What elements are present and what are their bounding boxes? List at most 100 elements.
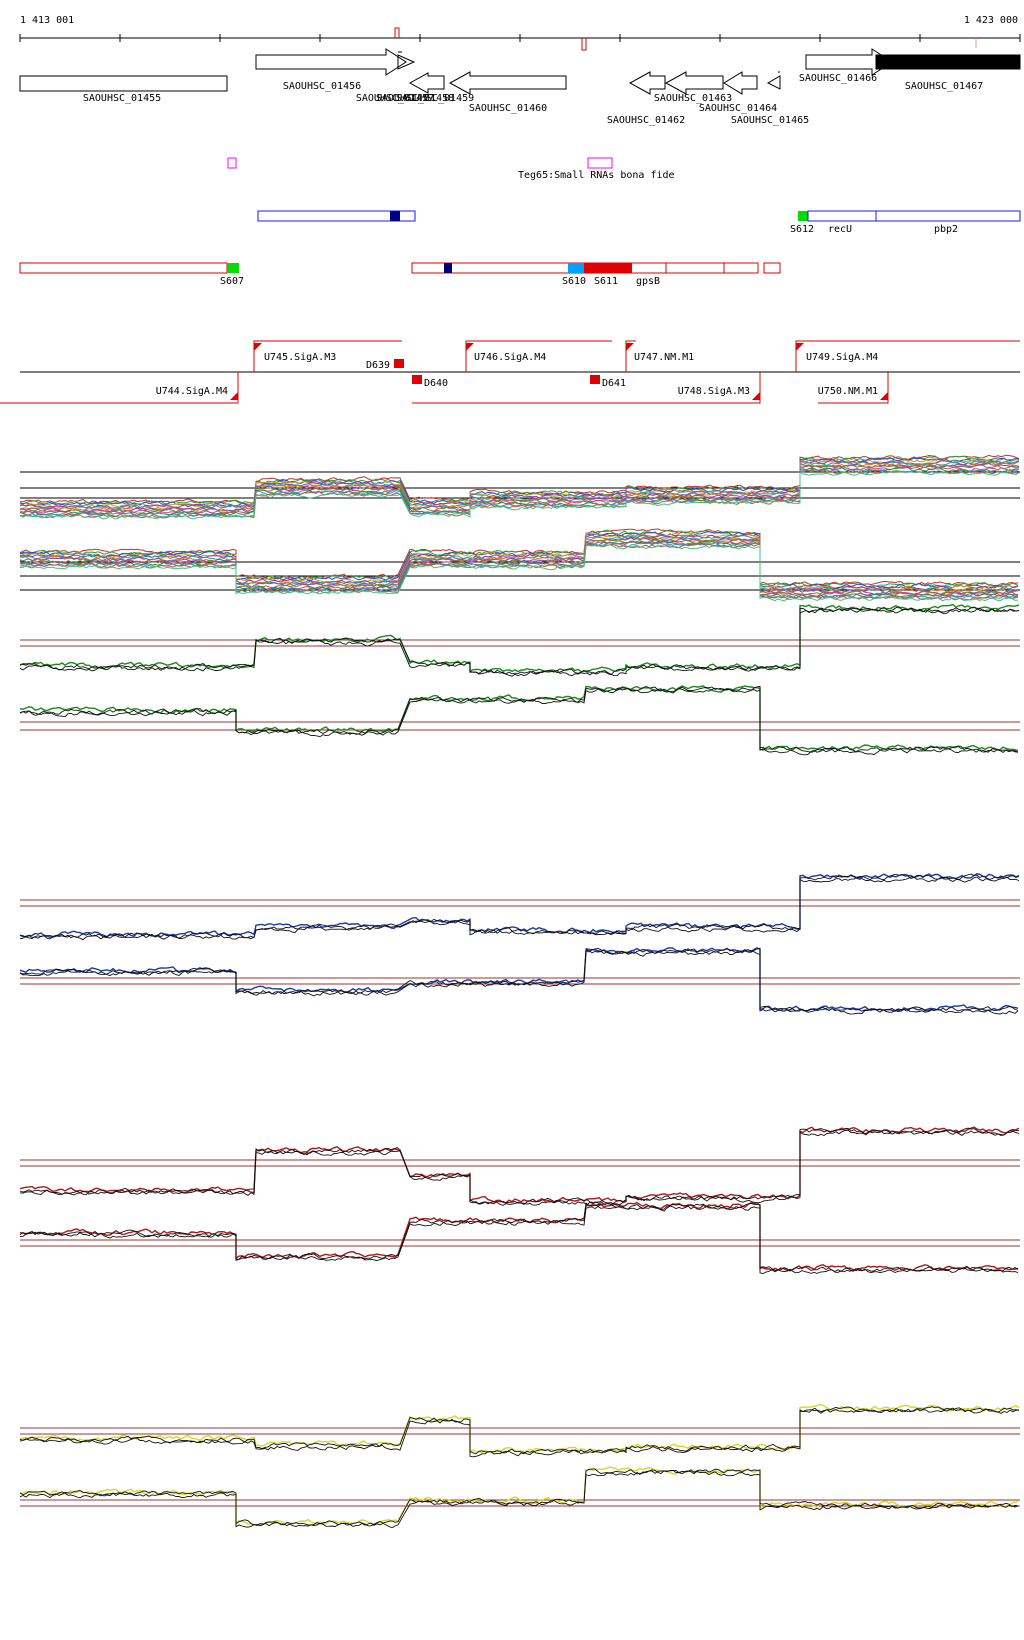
segment-S610[interactable] xyxy=(568,263,584,273)
transcript-label: U750.NM.M1 xyxy=(818,386,878,397)
segment-marker[interactable] xyxy=(390,211,400,221)
small-rna-label: Teg65:Small RNAs bona fide xyxy=(518,170,675,181)
transcript-label: D639 xyxy=(366,360,390,371)
expression-series-bottom xyxy=(19,544,1019,602)
transcript-U744[interactable] xyxy=(0,372,239,404)
segment-S607[interactable] xyxy=(227,263,239,273)
expression-series-top xyxy=(19,465,1020,516)
transcript-label: U746.SigA.M4 xyxy=(474,352,546,363)
transcript-label: D640 xyxy=(424,378,448,389)
segment[interactable] xyxy=(763,262,781,274)
gene-SAOUHSC_01455[interactable] xyxy=(19,75,228,92)
transcript-label: U747.NM.M1 xyxy=(634,352,694,363)
expression-series-top xyxy=(19,1407,1020,1458)
gene-SAOUHSC_01463[interactable] xyxy=(664,71,724,95)
expression-series-bottom xyxy=(19,947,1019,1012)
gene-SAOUHSC_01460[interactable] xyxy=(448,71,567,95)
ruler-end-label: 1 423 000 xyxy=(964,15,1018,26)
segment-S611[interactable] xyxy=(584,263,632,273)
segment-label: S607 xyxy=(220,276,244,287)
expression-series-top xyxy=(19,603,1020,673)
expression-series-top xyxy=(19,1129,1020,1206)
transcript-label: D641 xyxy=(602,378,626,389)
segment-recU[interactable] xyxy=(807,210,877,222)
expression-series-bottom xyxy=(19,528,1019,587)
expression-series-top xyxy=(19,454,1020,505)
segment-track-blue: S612 recU pbp2 xyxy=(257,210,1021,235)
expression-series-bottom xyxy=(19,1201,1019,1272)
gene-SAOUHSC_01456[interactable] xyxy=(255,48,407,76)
segment-label: S610 xyxy=(562,276,586,287)
transcript-U748[interactable] xyxy=(412,372,761,404)
expression-series-bottom xyxy=(19,532,1019,592)
expression-series-bottom xyxy=(19,947,1019,1012)
expression-series-bottom xyxy=(19,534,1019,593)
ruler-ticks xyxy=(19,34,1021,42)
transcript-label: U745.SigA.M3 xyxy=(264,352,336,363)
segment-pbp2[interactable] xyxy=(875,210,1021,222)
coordinate-ruler: 1 413 001 1 423 000 xyxy=(19,15,1021,51)
small-rna-feature[interactable] xyxy=(227,157,237,169)
terminator-D640 xyxy=(412,375,422,384)
expression-series-bottom xyxy=(19,530,1019,589)
gene-label: SAOUHSC_01467 xyxy=(905,81,983,92)
segment[interactable] xyxy=(19,262,228,274)
expression-series-bottom xyxy=(19,1205,1019,1275)
transcript-label: U744.SigA.M4 xyxy=(156,386,228,397)
gene-label: SAOUHSC_01458 xyxy=(376,93,454,104)
expression-series-top xyxy=(19,1127,1020,1205)
expression-tracks xyxy=(19,454,1020,1529)
transcript-U745[interactable] xyxy=(253,340,402,372)
gene-SAOUHSC_01462[interactable] xyxy=(628,71,666,95)
gene-SAOUHSC_01465[interactable] xyxy=(766,71,781,90)
gene-SAOUHSC_01457[interactable] xyxy=(397,51,416,70)
gene-label: SAOUHSC_01456 xyxy=(283,81,361,92)
gene-label: SAOUHSC_01463 xyxy=(654,93,732,104)
expression-series-bottom xyxy=(19,537,1019,596)
small-rna-feature[interactable] xyxy=(587,157,613,169)
gene-label: SAOUHSC_01459 xyxy=(396,93,474,104)
gene-SAOUHSC_01458[interactable] xyxy=(408,72,445,94)
transcript-start-flags xyxy=(230,343,888,400)
gene-SAOUHSC_01467[interactable] xyxy=(875,54,1021,70)
expression-series-top xyxy=(19,1403,1020,1454)
gene-label: SAOUHSC_01460 xyxy=(469,103,547,114)
segment-marker[interactable] xyxy=(444,263,452,273)
transcript-label: U748.SigA.M3 xyxy=(678,386,750,397)
expression-series-top xyxy=(19,462,1020,513)
gene-label: SAOUHSC_01457 xyxy=(356,93,434,104)
transcript-U750[interactable] xyxy=(818,372,889,404)
segment-label: S611 xyxy=(594,276,618,287)
segment-label: S612 xyxy=(790,224,814,235)
expression-series-top xyxy=(19,607,1020,677)
small-rna-track: Teg65:Small RNAs bona fide xyxy=(227,157,675,181)
expression-series-bottom xyxy=(19,540,1019,599)
expression-series-top xyxy=(19,1126,1020,1204)
segment-S612[interactable] xyxy=(798,211,808,221)
segment[interactable] xyxy=(257,210,416,222)
ruler-marker xyxy=(581,38,587,51)
expression-series-bottom xyxy=(19,1470,1019,1529)
transcript-U749[interactable] xyxy=(795,340,1020,372)
ruler-start-label: 1 413 001 xyxy=(20,15,74,26)
gene-label: SAOUHSC_01466 xyxy=(799,73,877,84)
expression-series-top xyxy=(19,470,1020,520)
expression-series-top xyxy=(19,606,1020,676)
transcript-U747[interactable] xyxy=(625,340,636,372)
segment-label: pbp2 xyxy=(934,224,958,235)
expression-series-top xyxy=(19,459,1020,509)
expression-series-bottom xyxy=(19,949,1019,1015)
segment-label: gpsB xyxy=(636,276,660,287)
gene-label: SAOUHSC_01462 xyxy=(607,115,685,126)
expression-series-top xyxy=(19,875,1020,941)
terminator-D641 xyxy=(590,375,600,384)
expression-series-top xyxy=(19,873,1020,940)
expression-series-bottom xyxy=(19,1202,1019,1273)
gene-SAOUHSC_01464[interactable] xyxy=(723,71,758,95)
transcript-U746[interactable] xyxy=(465,340,612,372)
expression-series-bottom xyxy=(19,685,1019,752)
expression-series-bottom xyxy=(19,1468,1019,1527)
terminator-D639 xyxy=(394,359,404,368)
expression-series-top xyxy=(19,1406,1020,1455)
